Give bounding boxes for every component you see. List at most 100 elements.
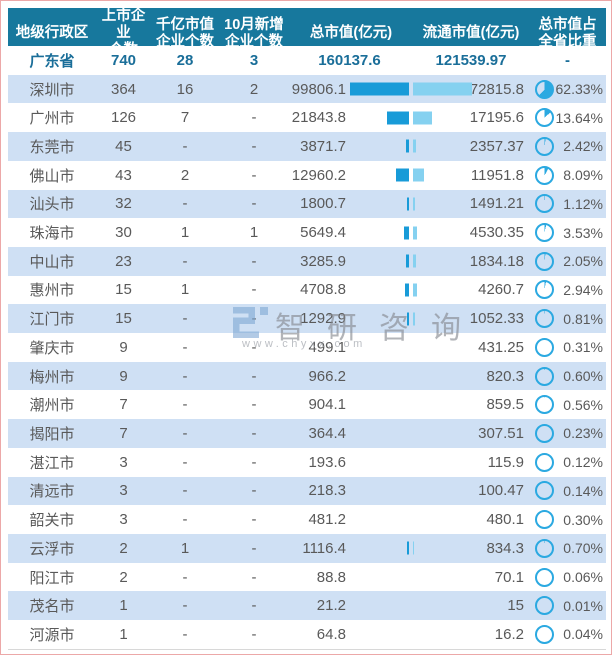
circulating-market-value-cell: 431.25 bbox=[413, 333, 529, 362]
share-pie-icon bbox=[535, 624, 554, 644]
total-market-value: 21843.8 bbox=[291, 109, 346, 127]
circulating-market-value: 11951.8 bbox=[470, 166, 524, 184]
province-share-cell: 0.81% bbox=[529, 304, 606, 333]
circulating-market-value: 1834.18 bbox=[469, 252, 524, 270]
total-mv-bar bbox=[407, 312, 409, 326]
table-body: 广东省 740 28 3 160137.6 121539.97 - 深圳市 36… bbox=[8, 46, 606, 650]
new-october-count-value: 2 bbox=[249, 80, 259, 98]
new-october-count-value: - bbox=[251, 424, 257, 442]
hundred-billion-count-value: 7 bbox=[180, 109, 190, 127]
circulating-market-value-cell: 115.9 bbox=[413, 448, 529, 477]
circulating-market-value: 17195.6 bbox=[469, 109, 524, 127]
province-share-cell: 2.42% bbox=[529, 132, 606, 161]
table-row: 汕头市 32 - - 1800.7 1491.21 1.12% bbox=[8, 189, 606, 219]
region-name: 汕头市 bbox=[29, 196, 75, 214]
listed-count-value: 2 bbox=[119, 568, 128, 586]
province-share-value: 2.94% bbox=[563, 281, 603, 298]
region-name: 中山市 bbox=[29, 253, 75, 271]
province-share-value: 62.33% bbox=[555, 81, 603, 98]
share-pie-icon bbox=[535, 251, 554, 271]
circulating-market-value: 820.3 bbox=[486, 367, 524, 385]
table-row: 肇庆市 9 - - 499.1 431.25 0.31% bbox=[8, 333, 606, 362]
province-share-cell: 62.33% bbox=[529, 75, 606, 104]
region-name: 珠海市 bbox=[29, 225, 75, 243]
total-market-value-cell: 218.3 bbox=[289, 477, 410, 506]
col-header-region: 地级行政区 bbox=[8, 8, 96, 59]
circulating-market-value-cell: 1052.33 bbox=[413, 304, 529, 333]
table-row: 江门市 15 - - 1292.9 1052.33 0.81% bbox=[8, 304, 606, 334]
circulating-market-value-cell: 859.5 bbox=[413, 390, 529, 419]
listed-count-value: 45 bbox=[115, 137, 132, 155]
total-market-value-cell: 12960.2 bbox=[289, 161, 410, 190]
table-row: 清远市 3 - - 218.3 100.47 0.14% bbox=[8, 476, 606, 506]
circulating-market-value: 859.5 bbox=[486, 396, 524, 414]
circulating-mv-bar bbox=[413, 168, 424, 182]
total-market-value: 499.1 bbox=[308, 338, 346, 356]
hundred-billion-count-value: 28 bbox=[176, 51, 194, 69]
hundred-billion-count-value: - bbox=[182, 424, 188, 442]
circulating-market-value: 15 bbox=[507, 597, 524, 615]
new-october-count-value: 3 bbox=[249, 51, 259, 69]
region-name: 东莞市 bbox=[29, 138, 75, 156]
table-row: 广东省 740 28 3 160137.6 121539.97 - bbox=[8, 46, 606, 75]
col-header-line: 10月新增 bbox=[224, 16, 284, 33]
total-mv-bar bbox=[406, 139, 409, 153]
new-october-count-value: - bbox=[251, 511, 257, 529]
listed-count-value: 1 bbox=[119, 625, 128, 643]
total-market-value: 12960.2 bbox=[291, 166, 346, 184]
region-name: 揭阳市 bbox=[29, 425, 75, 443]
col-header-listed-count: 上市企业 个数 bbox=[96, 8, 151, 59]
total-market-value: 4708.8 bbox=[300, 281, 346, 299]
circulating-mv-bar bbox=[413, 254, 416, 268]
circulating-market-value: 2357.37 bbox=[469, 137, 524, 155]
circulating-mv-bar bbox=[413, 541, 414, 555]
circulating-mv-bar bbox=[413, 226, 417, 240]
listed-count-value: 9 bbox=[119, 338, 128, 356]
total-market-value-cell: 966.2 bbox=[289, 362, 410, 391]
province-share-cell: 0.60% bbox=[529, 362, 606, 391]
province-share-value: 0.06% bbox=[563, 569, 603, 585]
share-pie-icon bbox=[535, 510, 554, 530]
total-market-value: 364.4 bbox=[308, 424, 346, 442]
province-share-cell: 0.31% bbox=[529, 333, 606, 362]
region-name: 韶关市 bbox=[29, 512, 75, 530]
table-row: 韶关市 3 - - 481.2 480.1 0.30% bbox=[8, 505, 606, 534]
circulating-market-value: 4530.35 bbox=[469, 224, 524, 242]
table-row: 佛山市 43 2 - 12960.2 11951.8 8.09% bbox=[8, 161, 606, 190]
circulating-market-value: 121539.97 bbox=[435, 51, 507, 69]
col-header-line: 总市值(亿元) bbox=[309, 25, 393, 41]
table-row: 惠州市 15 1 - 4708.8 4260.7 2.94% bbox=[8, 276, 606, 305]
new-october-count-value: - bbox=[251, 625, 257, 643]
total-market-value-cell: 499.1 bbox=[289, 333, 410, 362]
col-header-circulating-market-value: 流通市值(亿元) bbox=[413, 8, 529, 59]
province-share-cell: 0.14% bbox=[529, 477, 606, 506]
hundred-billion-count-value: - bbox=[182, 252, 188, 270]
hundred-billion-count-value: - bbox=[182, 625, 188, 643]
total-market-value-cell: 1116.4 bbox=[289, 534, 410, 563]
total-market-value: 160137.6 bbox=[318, 51, 381, 69]
province-share-value: 0.12% bbox=[563, 454, 603, 471]
circulating-market-value-cell: 121539.97 bbox=[413, 46, 529, 75]
province-share-cell: 13.64% bbox=[529, 103, 606, 132]
province-share-value: 1.12% bbox=[563, 195, 603, 212]
hundred-billion-count-value: - bbox=[182, 482, 188, 500]
new-october-count-value: - bbox=[251, 597, 257, 615]
province-share-value: 0.81% bbox=[563, 310, 603, 327]
total-market-value: 904.1 bbox=[308, 396, 346, 414]
hundred-billion-count-value: 1 bbox=[180, 281, 190, 299]
share-pie-icon bbox=[535, 108, 554, 128]
new-october-count-value: - bbox=[251, 166, 257, 184]
share-pie-icon bbox=[535, 538, 554, 558]
hundred-billion-count-value: - bbox=[182, 137, 188, 155]
listed-count-value: 7 bbox=[119, 396, 128, 414]
total-market-value: 5649.4 bbox=[300, 224, 346, 242]
hundred-billion-count-value: - bbox=[182, 367, 188, 385]
total-market-value-cell: 193.6 bbox=[289, 448, 410, 477]
new-october-count-value: 1 bbox=[249, 224, 259, 242]
listed-count-value: 32 bbox=[115, 195, 132, 213]
total-market-value-cell: 364.4 bbox=[289, 419, 410, 448]
listed-count-value: 3 bbox=[119, 511, 128, 529]
circulating-market-value: 431.25 bbox=[478, 338, 524, 356]
province-share-cell: - bbox=[529, 46, 606, 75]
hundred-billion-count-value: - bbox=[182, 396, 188, 414]
